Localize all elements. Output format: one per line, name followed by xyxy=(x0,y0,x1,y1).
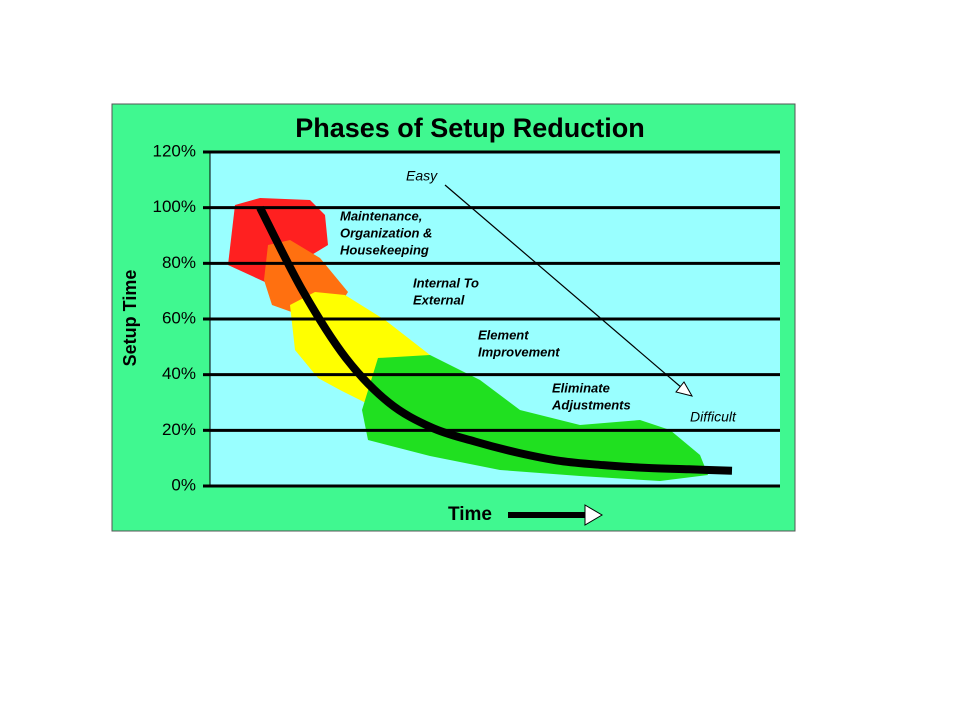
phase-label: Element xyxy=(478,327,529,342)
phase-label: Organization & xyxy=(340,225,432,240)
chart-title: Phases of Setup Reduction xyxy=(295,113,645,143)
annotation: Difficult xyxy=(690,409,737,425)
y-tick-label: 80% xyxy=(162,253,196,272)
phase-label: Housekeeping xyxy=(340,242,429,257)
arrow-head xyxy=(584,504,603,526)
difficulty-arrow xyxy=(444,184,683,389)
y-axis-label: Setup Time xyxy=(120,270,140,367)
phase-label: Eliminate xyxy=(552,380,610,395)
x-axis-label: Time xyxy=(448,504,492,525)
y-tick-label: 40% xyxy=(162,364,196,383)
phase-label: Adjustments xyxy=(551,397,631,412)
y-tick-label: 100% xyxy=(153,197,196,216)
y-tick-label: 120% xyxy=(153,141,196,160)
y-tick-label: 0% xyxy=(171,475,196,494)
phase-label: External xyxy=(413,292,465,307)
curve xyxy=(256,205,733,475)
arrow-head xyxy=(675,381,694,397)
y-tick-label: 20% xyxy=(162,420,196,439)
y-tick-label: 60% xyxy=(162,308,196,327)
phase-label: Improvement xyxy=(478,344,560,359)
phase-region xyxy=(362,355,708,481)
annotation: Easy xyxy=(406,168,438,184)
phase-label: Maintenance, xyxy=(340,208,422,223)
phase-label: Internal To xyxy=(413,275,479,290)
